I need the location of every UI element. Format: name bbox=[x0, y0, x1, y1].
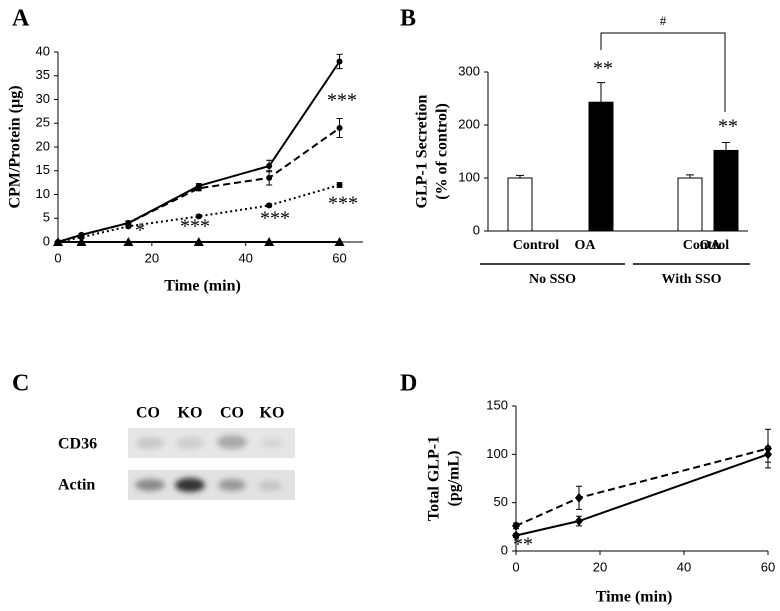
annotation: ** bbox=[718, 116, 738, 138]
marker bbox=[266, 163, 273, 169]
y-tick-label: 40 bbox=[36, 43, 50, 58]
marker bbox=[123, 237, 134, 246]
blot-column: CO bbox=[220, 405, 244, 422]
marker bbox=[336, 182, 343, 188]
panel-letter: D bbox=[400, 371, 417, 397]
y-axis-label: CPM/Protein (µg) bbox=[7, 85, 24, 208]
marker bbox=[266, 202, 273, 209]
annotation: *** bbox=[260, 208, 290, 230]
x-tick-label: 0 bbox=[54, 250, 61, 265]
annotation: *** bbox=[328, 193, 358, 215]
y-tick-label: 10 bbox=[36, 186, 50, 201]
marker bbox=[195, 185, 202, 192]
y-tick-label: 0 bbox=[43, 233, 50, 248]
blot-row: CD36 bbox=[58, 436, 97, 453]
group-label: No SSO bbox=[529, 272, 576, 287]
annotation: # bbox=[660, 13, 667, 28]
blot-column: CO bbox=[136, 405, 160, 422]
x-axis-label: Time (min) bbox=[164, 278, 241, 295]
marker bbox=[125, 223, 132, 230]
panel-letter: A bbox=[12, 6, 30, 32]
x-tick-label: 20 bbox=[593, 559, 607, 574]
bar bbox=[677, 177, 703, 232]
annotation: *** bbox=[180, 216, 210, 238]
marker bbox=[575, 516, 583, 527]
y-axis-label: GLP-1 Secretion bbox=[414, 94, 431, 208]
line bbox=[515, 447, 769, 527]
marker bbox=[575, 492, 583, 503]
group-label: With SSO bbox=[661, 272, 721, 287]
annotation: * bbox=[135, 220, 145, 242]
bar bbox=[507, 177, 533, 232]
line bbox=[57, 60, 341, 243]
y-tick-label: 150 bbox=[486, 397, 508, 412]
marker bbox=[512, 520, 520, 531]
y-tick-label: 35 bbox=[36, 67, 50, 82]
marker bbox=[264, 237, 275, 246]
marker bbox=[764, 443, 772, 454]
blot-image bbox=[128, 428, 295, 500]
y-tick-label: 20 bbox=[36, 138, 50, 153]
error-bar bbox=[686, 174, 694, 178]
marker bbox=[76, 237, 87, 246]
significance-bracket bbox=[600, 32, 726, 112]
panel-letter: C bbox=[12, 371, 29, 397]
line bbox=[515, 453, 769, 537]
marker bbox=[195, 213, 202, 220]
blot-column: KO bbox=[178, 405, 203, 422]
x-tick-label: 0 bbox=[512, 559, 519, 574]
x-tick-label: 60 bbox=[332, 250, 346, 265]
y-tick-label: 0 bbox=[501, 542, 508, 557]
y-tick-label: 0 bbox=[473, 222, 480, 237]
x-tick-label: 40 bbox=[238, 250, 252, 265]
y-tick-label: 15 bbox=[36, 162, 50, 177]
x-tick-label: 40 bbox=[677, 559, 691, 574]
x-tick-label: Control bbox=[513, 238, 560, 253]
x-tick-label: 20 bbox=[145, 250, 159, 265]
x-tick-label: OA bbox=[700, 238, 722, 253]
marker bbox=[53, 237, 63, 246]
annotation: ** bbox=[593, 58, 613, 80]
y-tick-label: 50 bbox=[494, 494, 508, 509]
annotation: ** bbox=[513, 534, 533, 556]
y-tick-label: 5 bbox=[43, 210, 50, 225]
panel-letter: B bbox=[400, 6, 416, 32]
error-bar bbox=[597, 82, 605, 103]
bar bbox=[713, 149, 739, 232]
marker bbox=[336, 58, 343, 65]
y-axis-label: (% of control) bbox=[434, 103, 451, 200]
x-tick-label: 60 bbox=[761, 559, 775, 574]
y-axis-label: Total GLP-1 bbox=[426, 436, 443, 521]
blot-column: KO bbox=[260, 405, 285, 422]
marker bbox=[512, 530, 520, 541]
y-tick-label: 100 bbox=[486, 446, 508, 461]
marker bbox=[336, 125, 343, 131]
x-tick-label: OA bbox=[575, 238, 597, 253]
x-tick-label: Control bbox=[683, 238, 730, 253]
y-axis-label: (pg/mL) bbox=[446, 451, 463, 507]
y-tick-label: 300 bbox=[458, 63, 480, 78]
y-tick-label: 25 bbox=[36, 115, 50, 130]
x-axis-label: Time (min) bbox=[596, 589, 673, 606]
marker bbox=[266, 174, 273, 181]
blot-row: Actin bbox=[58, 477, 95, 494]
line bbox=[57, 184, 340, 243]
y-tick-label: 30 bbox=[36, 91, 50, 106]
error-bar bbox=[516, 174, 524, 178]
marker bbox=[334, 237, 345, 246]
y-tick-label: 200 bbox=[458, 116, 480, 131]
error-bar bbox=[722, 141, 730, 151]
marker bbox=[193, 237, 204, 246]
line bbox=[57, 127, 341, 243]
y-tick-label: 100 bbox=[458, 169, 480, 184]
annotation: *** bbox=[327, 90, 357, 112]
bar bbox=[588, 101, 614, 232]
